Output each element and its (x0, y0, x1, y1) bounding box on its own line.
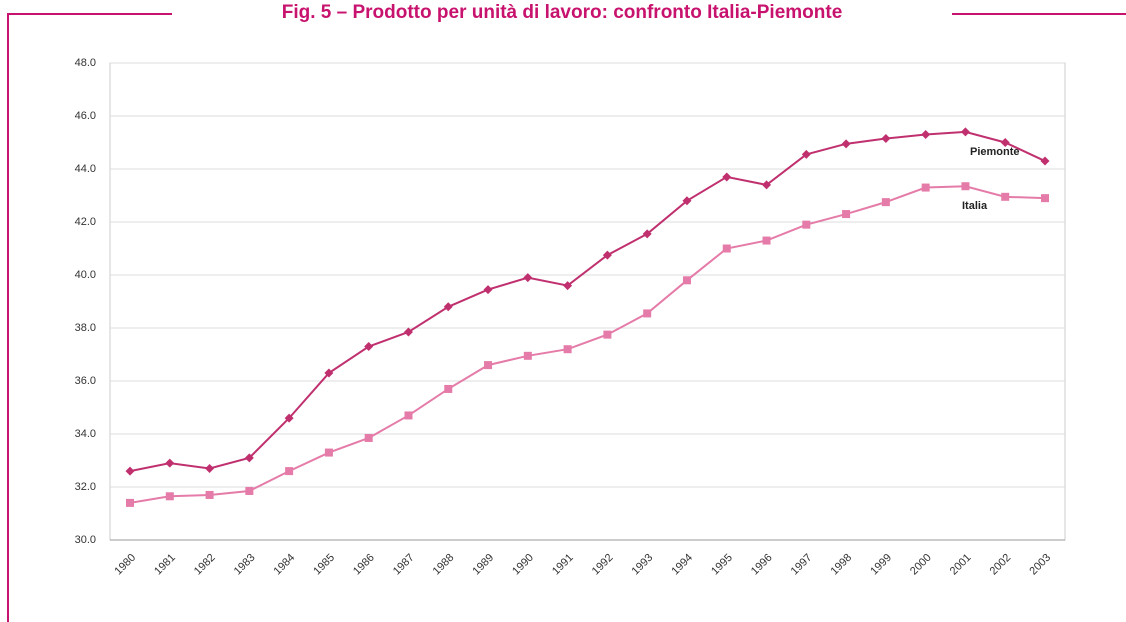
marker (483, 285, 493, 295)
x-tick-label: 2000 (908, 552, 934, 578)
y-tick-label: 32.0 (75, 481, 96, 493)
marker (842, 210, 851, 219)
marker (125, 466, 135, 476)
x-tick-label: 2002 (988, 552, 1014, 578)
marker (444, 384, 453, 393)
marker (1040, 156, 1050, 166)
marker (205, 463, 215, 473)
x-tick-label: 1999 (868, 552, 894, 578)
marker (881, 134, 891, 144)
marker (801, 149, 811, 159)
marker (364, 433, 373, 442)
marker (285, 467, 294, 476)
y-tick-label: 34.0 (75, 428, 96, 440)
y-tick-label: 44.0 (75, 163, 96, 175)
marker (403, 327, 413, 337)
x-tick-label: 1982 (192, 552, 218, 578)
y-tick-label: 40.0 (75, 269, 96, 281)
marker (563, 345, 572, 354)
x-tick-label: 2001 (948, 552, 974, 578)
series-line (129, 130, 1046, 473)
x-tick-label: 1991 (550, 552, 576, 578)
y-tick-label: 46.0 (75, 110, 96, 122)
marker (523, 351, 532, 360)
series-label: Italia (962, 200, 988, 212)
marker (921, 183, 930, 192)
marker (563, 281, 573, 291)
chart-title: Fig. 5 – Prodotto per unità di lavoro: c… (282, 2, 843, 23)
marker (642, 229, 652, 239)
marker (165, 492, 174, 501)
x-tick-label: 1987 (391, 552, 417, 578)
x-tick-label: 1996 (749, 552, 775, 578)
x-tick-label: 1984 (272, 552, 298, 578)
series-label: Piemonte (970, 146, 1020, 158)
marker (722, 244, 731, 253)
marker (324, 448, 333, 457)
marker (682, 276, 691, 285)
marker (722, 172, 732, 182)
marker (443, 302, 453, 312)
x-tick-label: 1983 (232, 552, 258, 578)
marker (523, 273, 533, 283)
marker (245, 486, 254, 495)
marker (602, 250, 612, 260)
marker (165, 458, 175, 468)
marker (802, 220, 811, 229)
marker (284, 413, 294, 423)
x-tick-label: 1990 (510, 552, 536, 578)
x-tick-label: 1994 (669, 552, 695, 578)
x-tick-label: 1985 (311, 552, 337, 578)
series-line (129, 185, 1046, 504)
x-tick-label: 1998 (828, 552, 854, 578)
marker (205, 490, 214, 499)
y-tick-label: 38.0 (75, 322, 96, 334)
marker (961, 182, 970, 191)
x-tick-label: 1993 (630, 552, 656, 578)
marker (484, 361, 493, 370)
y-tick-label: 48.0 (75, 57, 96, 69)
x-tick-label: 1988 (431, 552, 457, 578)
marker (682, 196, 692, 206)
y-tick-label: 30.0 (75, 534, 96, 546)
x-tick-label: 1981 (152, 552, 178, 578)
marker (762, 236, 771, 245)
x-tick-label: 1986 (351, 552, 377, 578)
marker (762, 180, 772, 190)
marker (841, 139, 851, 149)
marker (1000, 138, 1010, 147)
x-tick-label: 1980 (112, 552, 138, 578)
x-tick-label: 1997 (789, 552, 815, 578)
y-tick-label: 36.0 (75, 375, 96, 387)
x-tick-label: 1992 (590, 552, 616, 578)
marker (364, 342, 374, 352)
marker (244, 453, 254, 463)
marker (881, 198, 890, 207)
marker (921, 130, 931, 140)
marker (126, 498, 134, 507)
marker (1041, 194, 1049, 203)
marker (324, 368, 334, 378)
marker (1001, 192, 1010, 201)
marker (603, 330, 612, 339)
x-tick-label: 2003 (1027, 552, 1053, 578)
y-tick-label: 42.0 (75, 216, 96, 228)
x-tick-label: 1989 (470, 552, 496, 578)
marker (960, 127, 970, 137)
x-tick-label: 1995 (709, 552, 735, 578)
marker (643, 309, 652, 318)
marker (404, 411, 413, 420)
